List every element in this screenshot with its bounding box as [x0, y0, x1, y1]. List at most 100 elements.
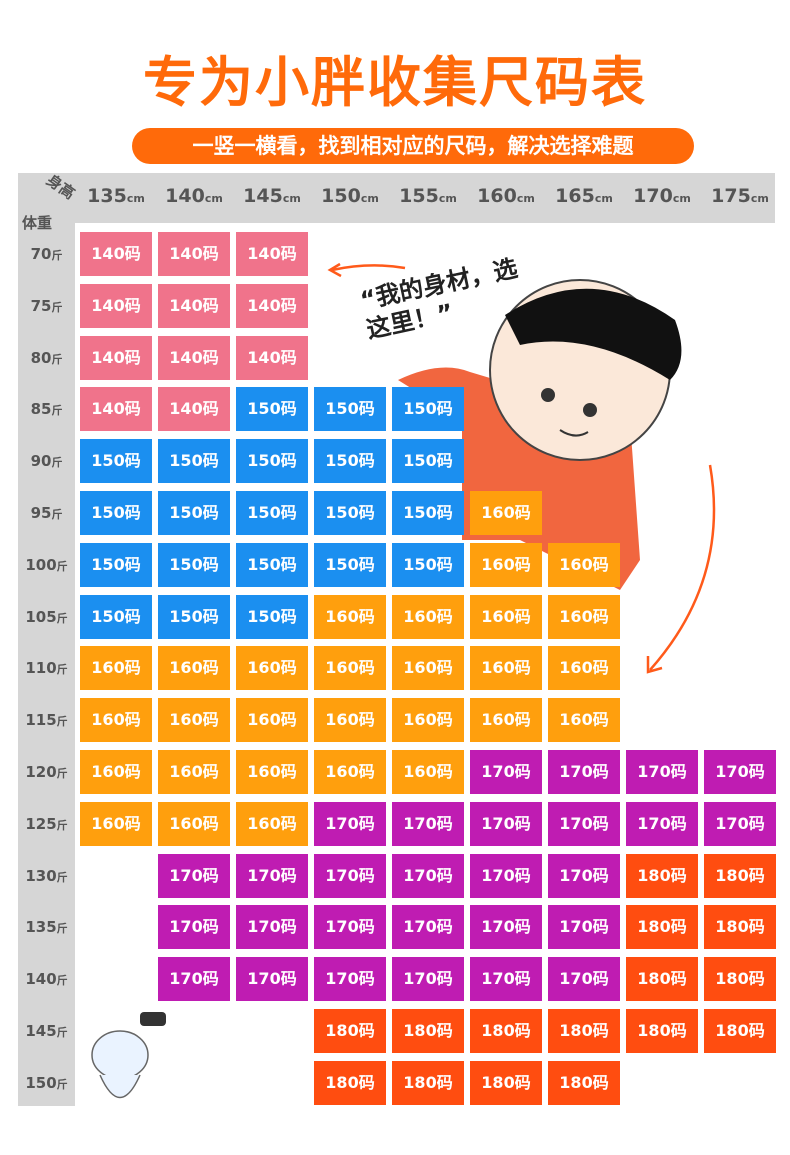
weight-unit: 斤 — [56, 715, 68, 729]
row-header: 70斤 — [18, 244, 75, 263]
size-cell: 150码 — [80, 491, 152, 535]
weight-unit: 斤 — [56, 974, 68, 988]
size-cell: 150码 — [392, 542, 464, 587]
size-cell: 160码 — [470, 594, 542, 639]
size-cell: 170码 — [392, 853, 464, 898]
size-cell: 170码 — [470, 905, 542, 950]
column-header: 160cm — [467, 185, 545, 207]
column-header: 165cm — [545, 185, 623, 207]
size-cell: 140码 — [236, 232, 308, 276]
size-cell: 170码 — [392, 905, 464, 950]
size-cell: 160码 — [80, 750, 152, 794]
size-cell: 160码 — [158, 750, 230, 794]
size-cell: 160码 — [80, 646, 152, 691]
size-cell: 180码 — [470, 1009, 542, 1053]
size-cell: 180码 — [392, 1060, 464, 1105]
size-cell: 150码 — [314, 439, 386, 484]
column-header: 170cm — [623, 185, 701, 207]
weight-unit: 斤 — [56, 818, 68, 832]
size-cell: 140码 — [80, 387, 152, 432]
size-cell: 160码 — [392, 750, 464, 794]
column-header: 155cm — [389, 185, 467, 207]
row-header: 105斤 — [18, 607, 75, 626]
column-header: 145cm — [233, 185, 311, 207]
weight-value: 80 — [30, 348, 52, 367]
size-cell: 150码 — [80, 594, 152, 639]
size-cell: 180码 — [626, 905, 698, 950]
height-value: 155 — [399, 185, 439, 207]
size-cell: 160码 — [392, 646, 464, 691]
size-cell: 150码 — [236, 491, 308, 535]
weight-value: 140 — [25, 970, 57, 989]
row-header: 145斤 — [18, 1021, 75, 1040]
size-cell: 160码 — [158, 801, 230, 846]
size-cell: 140码 — [80, 232, 152, 276]
size-cell: 160码 — [236, 801, 308, 846]
size-cell: 150码 — [236, 594, 308, 639]
size-cell: 170码 — [548, 750, 620, 794]
column-header: 135cm — [77, 185, 155, 207]
height-unit: cm — [594, 192, 613, 205]
size-cell: 160码 — [470, 542, 542, 587]
height-unit: cm — [282, 192, 301, 205]
size-cell: 160码 — [548, 594, 620, 639]
size-cell: 170码 — [626, 801, 698, 846]
weight-value: 120 — [25, 763, 57, 781]
arrow — [331, 264, 406, 272]
size-cell: 140码 — [80, 283, 152, 328]
height-unit: cm — [672, 192, 691, 205]
size-cell: 160码 — [236, 646, 308, 691]
size-cell: 170码 — [158, 957, 230, 1002]
size-cell: 170码 — [548, 957, 620, 1002]
size-cell: 160码 — [548, 542, 620, 587]
mascot — [91, 1012, 166, 1098]
height-value: 175 — [711, 185, 751, 207]
arrow-head — [646, 656, 663, 674]
weight-unit: 斤 — [56, 1026, 68, 1039]
size-cell: 150码 — [158, 491, 230, 535]
weight-unit: 斤 — [56, 1077, 68, 1091]
size-cell: 180码 — [548, 1060, 620, 1105]
size-cell: 180码 — [626, 853, 698, 898]
size-cell: 150码 — [236, 439, 308, 484]
size-cell: 170码 — [236, 853, 308, 898]
size-cell: 180码 — [392, 1009, 464, 1053]
height-value: 135 — [87, 185, 127, 207]
row-header: 125斤 — [18, 814, 75, 833]
size-cell: 150码 — [236, 542, 308, 587]
subtitle: 一竖一横看，找到相对应的尺码，解决选择难题 — [132, 128, 694, 164]
size-cell: 170码 — [158, 853, 230, 898]
weight-unit: 斤 — [56, 870, 68, 884]
size-cell: 150码 — [314, 542, 386, 587]
height-unit: cm — [204, 192, 223, 205]
size-cell: 160码 — [314, 750, 386, 794]
size-cell: 180码 — [704, 957, 776, 1002]
height-unit: cm — [750, 192, 769, 205]
size-cell: 180码 — [470, 1060, 542, 1105]
weight-unit: 斤 — [56, 611, 68, 625]
row-header: 85斤 — [18, 399, 75, 418]
row-header: 100斤 — [18, 555, 75, 574]
size-cell: 170码 — [236, 957, 308, 1002]
weight-value: 105 — [25, 607, 57, 626]
weight-value: 150 — [25, 1073, 57, 1092]
size-cell: 170码 — [470, 853, 542, 898]
size-cell: 170码 — [158, 905, 230, 950]
row-header: 150斤 — [18, 1073, 75, 1092]
arrow-head — [327, 262, 342, 278]
size-cell: 140码 — [158, 283, 230, 328]
row-header: 75斤 — [18, 296, 75, 315]
height-unit: cm — [126, 192, 145, 205]
weight-value: 70 — [30, 245, 52, 263]
size-cell: 170码 — [626, 750, 698, 794]
row-header-band — [18, 173, 75, 1106]
weight-unit: 斤 — [56, 663, 68, 677]
weight-unit: 斤 — [51, 352, 63, 366]
size-cell: 160码 — [470, 491, 542, 535]
weight-value: 135 — [25, 918, 57, 937]
size-cell: 180码 — [704, 1009, 776, 1053]
weight-value: 100 — [25, 555, 57, 574]
weight-unit: 斤 — [51, 404, 63, 418]
